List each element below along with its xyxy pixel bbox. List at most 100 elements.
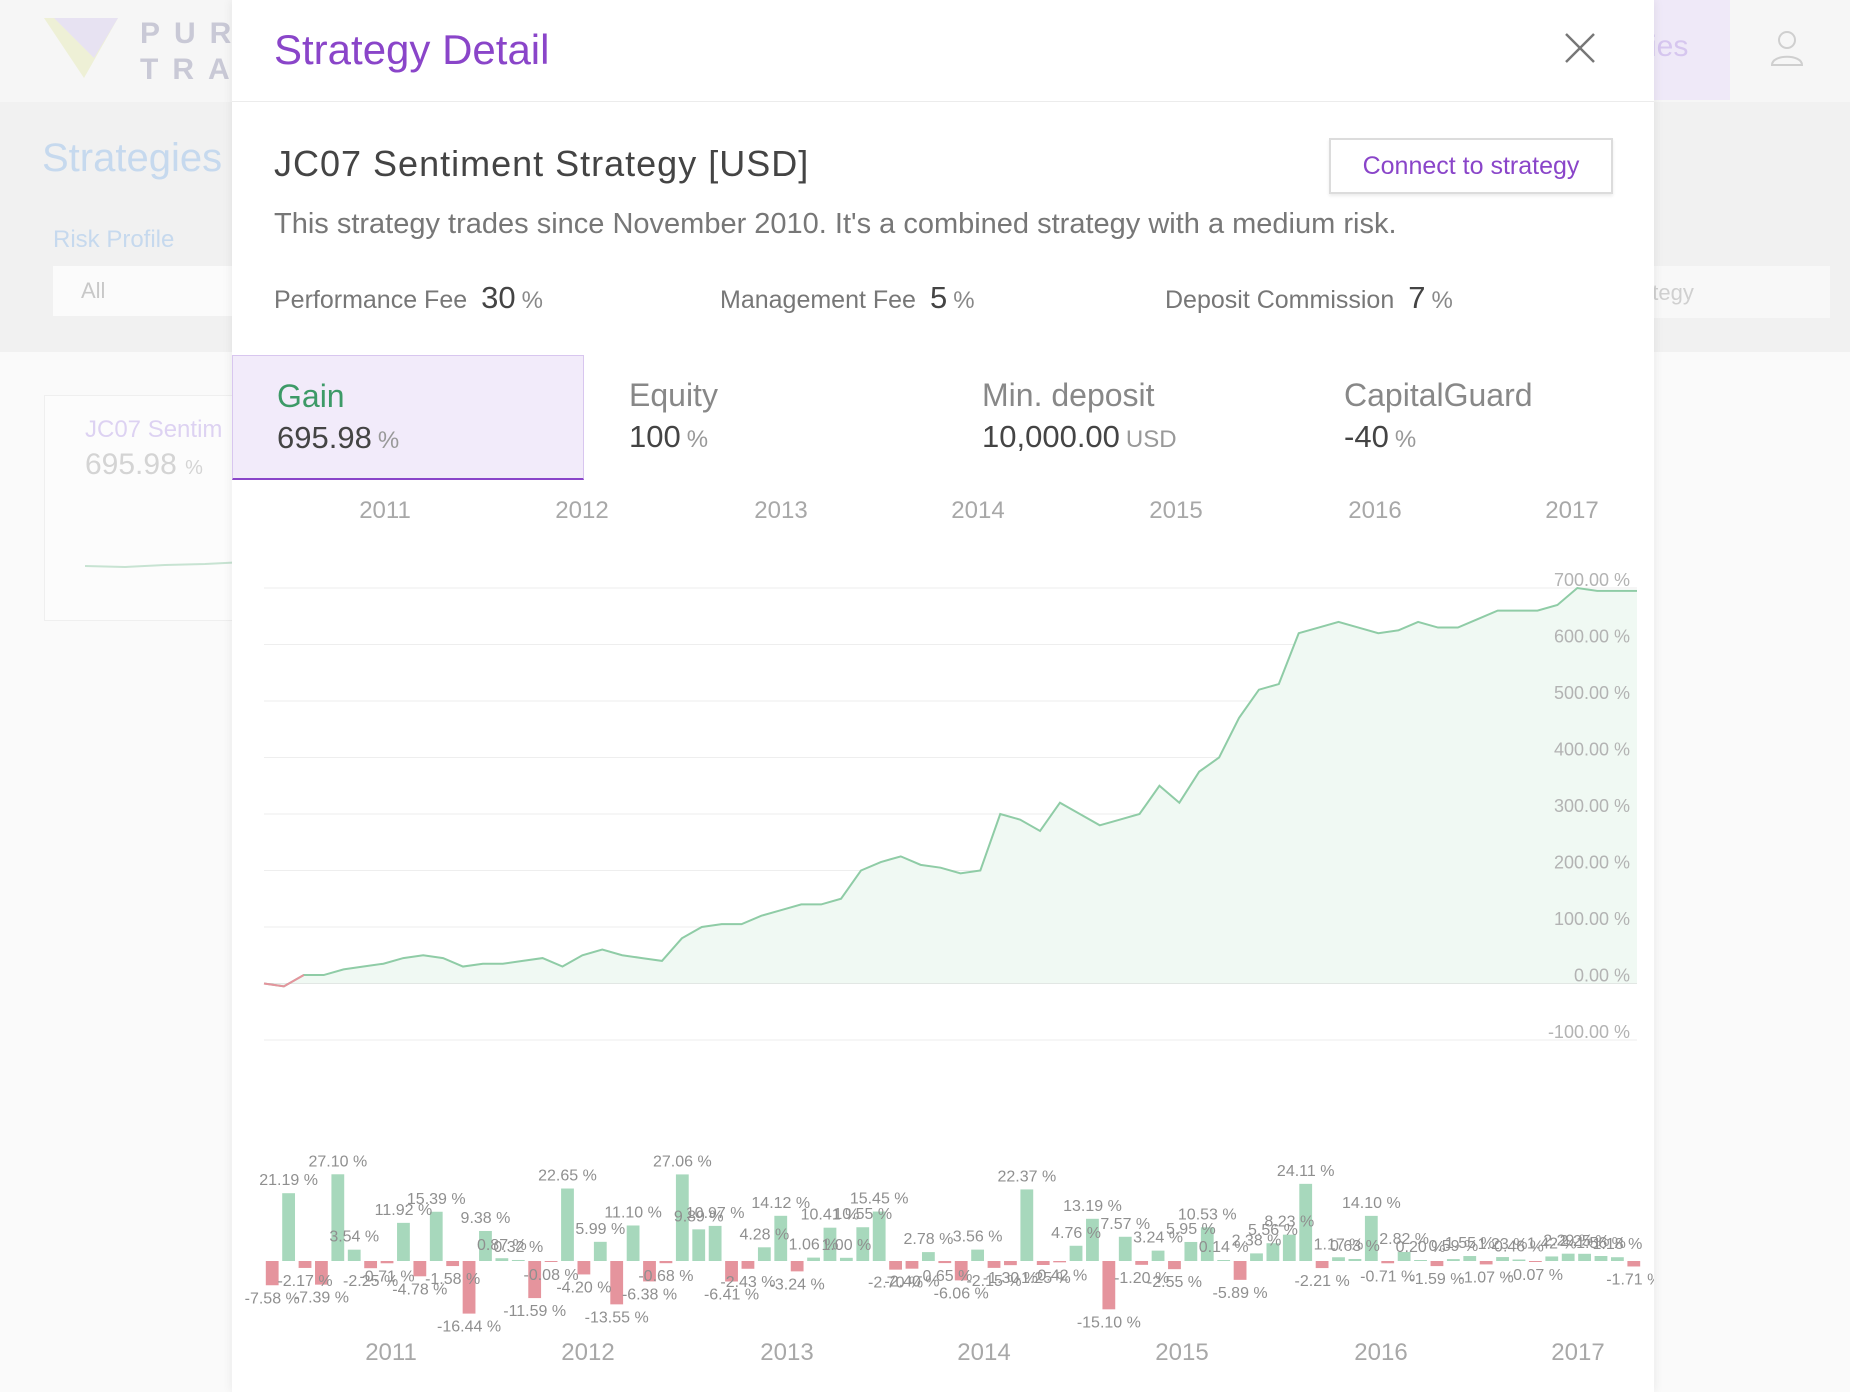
month-bar[interactable] (429, 1211, 443, 1261)
strategy-search-input[interactable]: ategy (1640, 266, 1830, 318)
tab-gain[interactable]: Gain 695.98% (232, 355, 584, 480)
month-bar[interactable] (659, 1261, 673, 1264)
month-bar[interactable] (577, 1261, 591, 1275)
month-bar[interactable] (987, 1261, 1001, 1268)
month-bar[interactable] (1102, 1261, 1116, 1310)
month-bar[interactable] (823, 1227, 837, 1261)
month-bar[interactable] (544, 1261, 558, 1262)
month-bar[interactable] (626, 1225, 640, 1261)
month-bar[interactable] (282, 1193, 296, 1261)
month-bar[interactable] (495, 1258, 509, 1261)
month-bar[interactable] (1627, 1261, 1641, 1267)
y-tick-label: 300.00 % (1554, 796, 1630, 816)
month-bar[interactable] (1496, 1257, 1509, 1261)
month-bar[interactable] (593, 1241, 607, 1261)
month-bar[interactable] (1561, 1253, 1575, 1261)
month-bar[interactable] (1151, 1250, 1165, 1261)
month-bar[interactable] (315, 1261, 328, 1285)
month-bar[interactable] (1315, 1261, 1329, 1269)
month-bar[interactable] (1610, 1257, 1624, 1261)
month-bar[interactable] (1430, 1261, 1444, 1267)
month-bar[interactable] (1463, 1256, 1477, 1261)
month-bar[interactable] (380, 1261, 394, 1264)
tab-capitalguard[interactable]: CapitalGuard -40% (1344, 377, 1533, 454)
month-bar[interactable] (1332, 1257, 1345, 1261)
tab-min-deposit[interactable]: Min. deposit 10,000.00 USD (982, 377, 1177, 454)
tab-equity[interactable]: Equity 100% (629, 377, 718, 454)
month-bar[interactable] (872, 1211, 886, 1261)
month-bar[interactable] (364, 1261, 378, 1269)
month-bar[interactable] (1348, 1258, 1362, 1261)
month-bar[interactable] (446, 1261, 460, 1267)
bar-data-label: 27.10 % (308, 1153, 367, 1170)
month-bar[interactable] (1036, 1261, 1050, 1265)
month-bar[interactable] (397, 1222, 410, 1261)
risk-profile-select[interactable]: All (53, 266, 243, 316)
connect-to-strategy-button[interactable]: Connect to strategy (1329, 138, 1613, 194)
month-bar[interactable] (774, 1215, 788, 1261)
month-bar[interactable] (1233, 1261, 1247, 1280)
month-bar[interactable] (954, 1261, 968, 1281)
month-bar[interactable] (790, 1261, 804, 1272)
strategy-card[interactable]: JC07 Sentim 695.98 % (44, 395, 265, 621)
bar-data-label: -4.20 % (556, 1279, 611, 1296)
month-bar[interactable] (265, 1261, 279, 1286)
month-bar[interactable] (725, 1261, 738, 1282)
month-bar[interactable] (1528, 1261, 1542, 1262)
month-bar[interactable] (1118, 1236, 1132, 1261)
month-bar[interactable] (741, 1261, 755, 1269)
month-bar[interactable] (1217, 1260, 1231, 1261)
month-bar[interactable] (298, 1261, 312, 1268)
month-bar[interactable] (889, 1261, 902, 1270)
month-bar[interactable] (1479, 1261, 1493, 1265)
month-bar[interactable] (1184, 1241, 1198, 1261)
month-bar[interactable] (1004, 1261, 1017, 1266)
month-bar[interactable] (331, 1174, 345, 1261)
month-bar[interactable] (1200, 1227, 1214, 1261)
month-bar[interactable] (1053, 1261, 1067, 1263)
month-bar[interactable] (1282, 1234, 1296, 1261)
month-bar[interactable] (675, 1174, 689, 1261)
month-bar[interactable] (1578, 1253, 1591, 1261)
month-bar[interactable] (1086, 1218, 1099, 1261)
user-icon[interactable] (1770, 30, 1804, 66)
close-icon[interactable] (1562, 30, 1598, 66)
month-bar[interactable] (921, 1252, 935, 1261)
month-bar[interactable] (1168, 1261, 1181, 1270)
month-bar[interactable] (1250, 1253, 1263, 1261)
bar-data-label: -2.70 % (868, 1275, 923, 1292)
month-bar[interactable] (462, 1261, 476, 1314)
month-bar[interactable] (610, 1261, 624, 1305)
month-bar[interactable] (905, 1261, 919, 1269)
month-bar[interactable] (1594, 1256, 1608, 1261)
month-bar[interactable] (511, 1259, 525, 1261)
month-bar[interactable] (1545, 1256, 1559, 1261)
month-bar[interactable] (479, 1230, 492, 1261)
month-bar[interactable] (807, 1257, 820, 1261)
month-bar[interactable] (528, 1261, 542, 1299)
month-bar[interactable] (1266, 1243, 1280, 1261)
nav-item-strategies[interactable]: ies (1650, 0, 1730, 100)
month-bar[interactable] (839, 1257, 853, 1261)
month-bar[interactable] (856, 1227, 870, 1261)
month-bar[interactable] (938, 1261, 952, 1264)
month-bar[interactable] (1381, 1261, 1395, 1264)
month-bar[interactable] (643, 1261, 656, 1282)
month-bar[interactable] (413, 1261, 427, 1277)
month-bar[interactable] (347, 1249, 361, 1261)
month-bar[interactable] (708, 1225, 722, 1261)
month-bar[interactable] (1512, 1259, 1526, 1261)
month-bar[interactable] (692, 1229, 706, 1261)
month-bar[interactable] (1299, 1183, 1313, 1261)
month-bar[interactable] (1020, 1189, 1034, 1261)
month-bar[interactable] (1364, 1215, 1378, 1261)
month-bar[interactable] (1069, 1245, 1083, 1261)
month-bar[interactable] (1397, 1251, 1411, 1261)
month-bar[interactable] (1446, 1259, 1460, 1261)
month-bar[interactable] (757, 1247, 771, 1261)
month-bar[interactable] (1135, 1261, 1149, 1265)
bar-data-label: 2.78 % (903, 1231, 953, 1248)
month-bar[interactable] (561, 1188, 574, 1261)
month-bar[interactable] (971, 1249, 985, 1261)
month-bar[interactable] (1414, 1260, 1427, 1261)
